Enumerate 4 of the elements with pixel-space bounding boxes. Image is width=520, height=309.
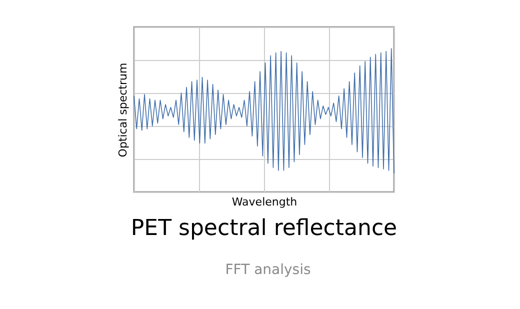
x-axis-title: Wavelength bbox=[232, 196, 298, 208]
y-axis-title: Optical spectrum bbox=[116, 62, 130, 158]
text: PET spectral reflectance bbox=[130, 216, 398, 241]
text: FFT analysis bbox=[225, 262, 311, 278]
